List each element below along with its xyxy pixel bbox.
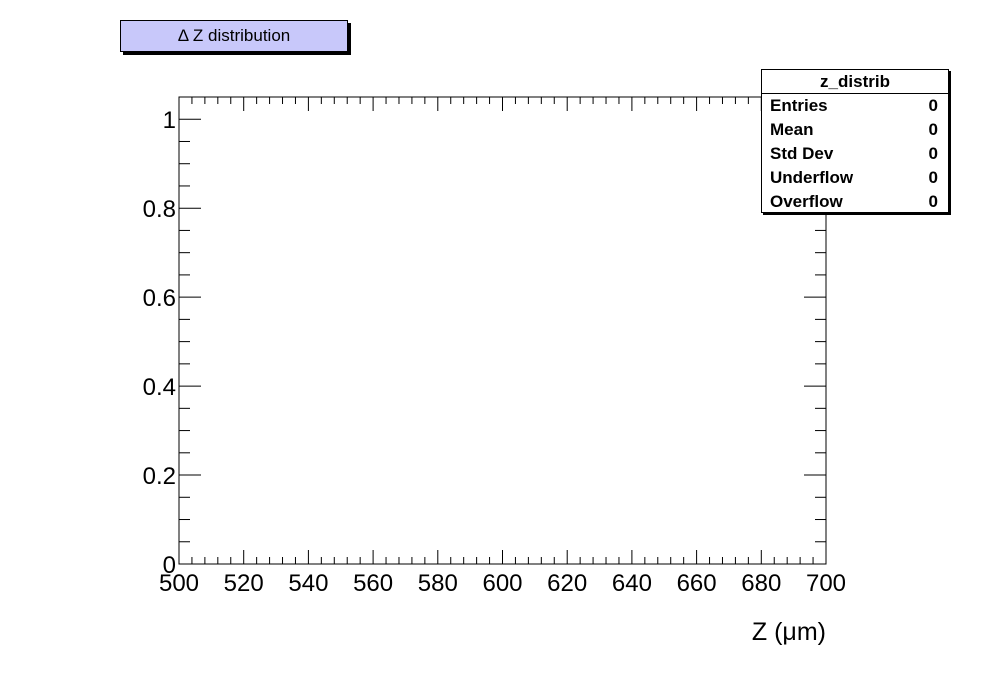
x-axis-title: Z (μm) bbox=[752, 618, 826, 646]
stats-value: 0 bbox=[928, 144, 938, 163]
stats-value: 0 bbox=[928, 192, 938, 211]
axis-ticks bbox=[178, 96, 827, 565]
histogram-title: Δ Z distribution bbox=[120, 20, 348, 52]
stats-box: z_distrib Entries 0 Mean 0 Std Dev 0 Und… bbox=[761, 69, 949, 213]
stats-label: Entries bbox=[770, 96, 828, 115]
stats-value: 0 bbox=[928, 168, 938, 187]
x-tick-label: 620 bbox=[547, 570, 587, 597]
y-tick-label: 0.6 bbox=[143, 285, 176, 312]
x-tick-label: 680 bbox=[741, 570, 781, 597]
x-tick-label: 520 bbox=[224, 570, 264, 597]
stats-row-mean: Mean 0 bbox=[762, 118, 948, 142]
x-tick-label: 560 bbox=[353, 570, 393, 597]
stats-label: Std Dev bbox=[770, 144, 834, 163]
x-tick-label: 580 bbox=[418, 570, 458, 597]
x-tick-label: 500 bbox=[159, 570, 199, 597]
x-tick-label: 640 bbox=[612, 570, 652, 597]
y-tick-label: 0.2 bbox=[143, 463, 176, 490]
stats-row-overflow: Overflow 0 bbox=[762, 190, 948, 214]
stats-row-underflow: Underflow 0 bbox=[762, 166, 948, 190]
stats-value: 0 bbox=[928, 120, 938, 139]
x-tick-label: 540 bbox=[288, 570, 328, 597]
stats-label: Overflow bbox=[770, 192, 843, 211]
x-tick-label: 600 bbox=[482, 570, 522, 597]
y-tick-label: 0 bbox=[163, 552, 176, 579]
x-tick-label: 700 bbox=[806, 570, 846, 597]
stats-row-stddev: Std Dev 0 bbox=[762, 142, 948, 166]
chart-title: Δ Z distribution bbox=[177, 26, 291, 45]
x-tick-label: 660 bbox=[677, 570, 717, 597]
stats-label: Mean bbox=[770, 120, 814, 139]
x-tick-labels: 500 520 540 560 580 600 620 640 660 680 700 bbox=[159, 570, 846, 597]
stats-value: 0 bbox=[928, 96, 938, 115]
y-tick-label: 1 bbox=[163, 107, 176, 134]
y-tick-label: 0.4 bbox=[143, 374, 176, 401]
stats-label: Underflow bbox=[770, 168, 854, 187]
stats-row-entries: Entries 0 bbox=[762, 94, 948, 118]
stats-name: z_distrib bbox=[762, 70, 948, 94]
y-tick-label: 0.8 bbox=[143, 196, 176, 223]
plot-frame bbox=[178, 96, 827, 565]
y-tick-labels: 0 0.2 0.4 0.6 0.8 1 bbox=[143, 107, 176, 579]
